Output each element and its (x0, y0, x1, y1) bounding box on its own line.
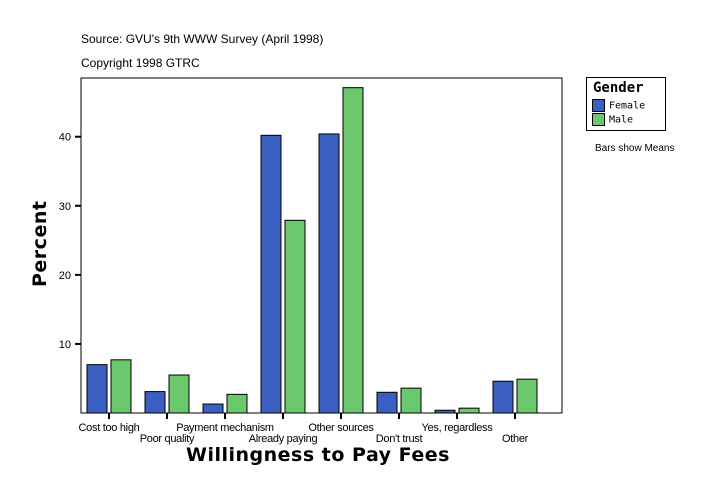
bar-male (342, 87, 364, 414)
bar-male (110, 359, 132, 414)
bar-female (86, 364, 108, 414)
x-tick-label: Yes, regardless (422, 422, 494, 434)
x-tick-label: Don't trust (376, 433, 423, 445)
legend-label-female: Female (609, 100, 646, 112)
legend-swatch-female (592, 99, 605, 112)
x-axis-title: Willingness to Pay Fees (186, 444, 450, 466)
bar-female (202, 403, 224, 414)
x-tick-label: Cost too high (79, 422, 140, 434)
copyright-text: Copyright 1998 GTRC (81, 56, 200, 70)
legend-item-male: Male (592, 113, 633, 126)
bar-female (492, 380, 514, 414)
bar-male (284, 219, 306, 414)
bar-male (400, 387, 422, 414)
bars-note: Bars show Means (595, 143, 675, 154)
y-tick-label: 20 (59, 270, 71, 282)
bar-male (458, 407, 480, 414)
x-tick-label: Other (502, 433, 529, 445)
y-tick-label: 10 (59, 339, 71, 351)
legend-swatch-male (592, 113, 605, 126)
source-text: Source: GVU's 9th WWW Survey (April 1998… (81, 32, 324, 46)
legend-item-female: Female (592, 99, 645, 112)
legend: Gender Female Male (586, 77, 666, 131)
legend-title: Gender (593, 80, 644, 96)
y-tick-label: 30 (59, 201, 71, 213)
x-tick-label: Already paying (249, 433, 318, 445)
bar-male (226, 393, 248, 414)
x-tick-label: Payment mechanism (176, 422, 274, 434)
bar-male (516, 378, 538, 414)
bar-female (376, 391, 398, 414)
bar-female (318, 133, 340, 414)
x-tick-label: Other sources (308, 422, 374, 434)
bar-male (168, 374, 190, 414)
bar-female (260, 134, 282, 414)
y-tick-label: 40 (59, 132, 71, 144)
y-axis-title: Percent (29, 200, 51, 287)
legend-label-male: Male (609, 114, 634, 126)
bar-female (144, 391, 166, 414)
x-tick-label: Poor quality (140, 433, 195, 445)
bar-female (434, 409, 456, 414)
